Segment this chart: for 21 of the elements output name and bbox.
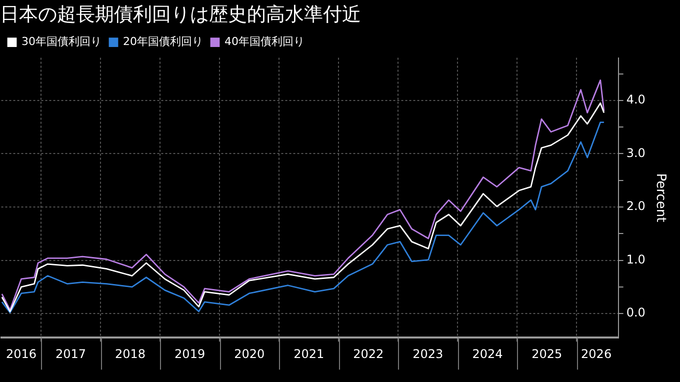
x-tick-label: 2023	[412, 346, 444, 361]
chart-title: 日本の超長期債利回りは歴史的高水準付近	[0, 3, 361, 26]
x-tick-label: 2021	[294, 346, 324, 361]
legend-label: 30年国債利回り	[22, 35, 102, 48]
legend-label: 40年国債利回り	[224, 35, 304, 48]
x-tick-label: 2026	[581, 346, 612, 361]
legend-label: 20年国債利回り	[122, 35, 203, 48]
x-tick-label: 2022	[353, 346, 384, 361]
x-tick-label: 2019	[174, 346, 206, 361]
y-tick-label: 1.0	[626, 252, 646, 266]
y-tick-label: 4.0	[626, 92, 646, 107]
x-tick-label: 2025	[532, 346, 562, 361]
x-tick-label: 2018	[115, 346, 146, 361]
y-axis-title: Percent	[652, 173, 668, 222]
x-tick-label: 2017	[56, 346, 86, 361]
y-tick-label: 2.0	[626, 199, 646, 214]
y-tick-label: 3.0	[626, 146, 646, 160]
x-tick-label: 2020	[234, 346, 265, 361]
x-tick-label: 2024	[472, 346, 503, 361]
x-tick-label: 2016	[6, 346, 37, 361]
y-tick-label: 0.0	[626, 306, 646, 320]
